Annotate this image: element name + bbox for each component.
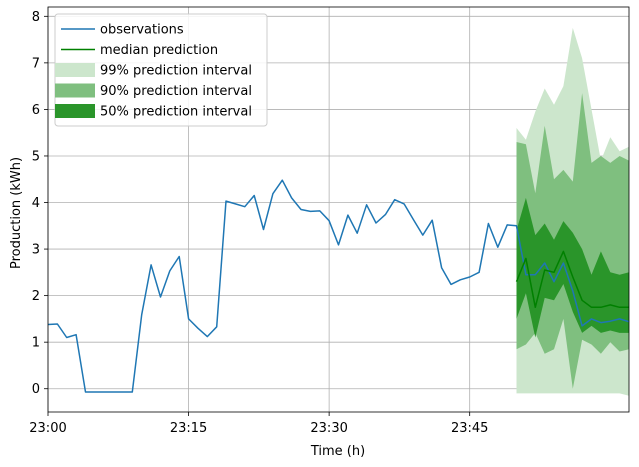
plot-frame [47, 6, 630, 413]
y-tick-label: 1 [32, 336, 40, 351]
y-tick-label: 6 [32, 103, 40, 118]
y-tick-label: 5 [32, 149, 40, 164]
y-tick-label: 4 [32, 196, 40, 211]
prediction-bands [516, 27, 629, 396]
legend-label-band99: 99% prediction interval [100, 64, 252, 79]
y-tick-label: 3 [32, 243, 40, 258]
observations-line [47, 179, 630, 393]
legend-label-band50: 50% prediction interval [100, 105, 252, 120]
y-ticks: 0 1 2 3 4 5 6 7 8 [32, 10, 48, 397]
series-lines [47, 179, 630, 393]
legend-swatch-band50 [55, 104, 95, 118]
y-axis-label: Production (kWh) [9, 157, 24, 269]
y-tick-label: 0 [32, 382, 40, 397]
x-tick-label: 23:00 [29, 421, 66, 436]
legend-label-band90: 90% prediction interval [100, 84, 252, 99]
legend-label-observations: observations [100, 23, 184, 38]
median-prediction-line [515, 250, 629, 309]
y-tick-label: 7 [32, 56, 40, 71]
x-axis-label: Time (h) [310, 444, 365, 459]
x-tick-label: 23:45 [451, 421, 488, 436]
legend-swatch-band90 [55, 83, 95, 98]
y-tick-label: 8 [32, 10, 40, 25]
x-tick-label: 23:30 [310, 421, 347, 436]
legend-swatch-band99 [55, 63, 95, 77]
y-tick-label: 2 [32, 289, 40, 304]
x-tick-label: 23:15 [170, 421, 207, 436]
legend-label-median: median prediction [100, 43, 218, 58]
band-50-percent [516, 197, 629, 338]
legend: observations median prediction 99% predict… [54, 13, 268, 127]
x-ticks: 23:00 23:15 23:30 23:45 [29, 412, 488, 436]
